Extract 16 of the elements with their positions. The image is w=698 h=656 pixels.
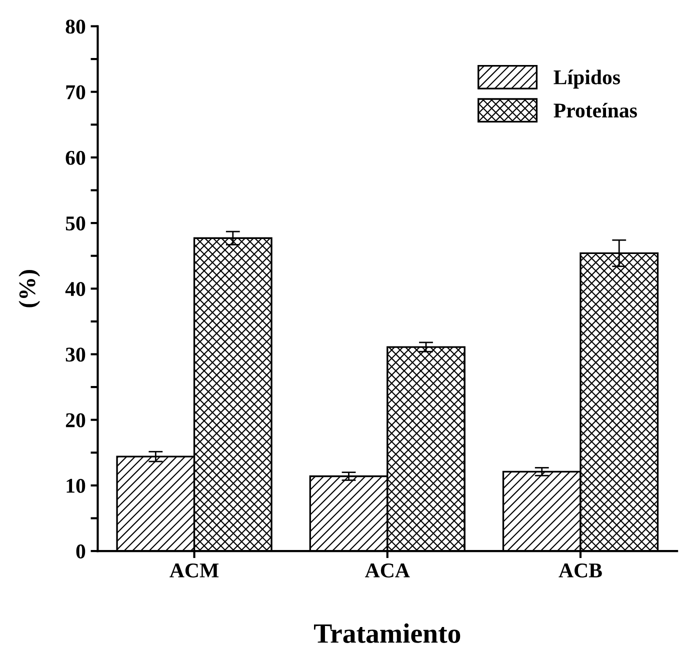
y-tick-label: 60 [66,150,86,165]
y-tick-label: 80 [66,20,86,34]
legend-label: Lípidos [554,70,620,89]
x-axis-title: Tratamiento [314,623,460,643]
y-tick-label: 40 [65,282,86,296]
y-tick-label: 30 [66,348,86,362]
x-tick-label: ACA [365,564,410,578]
y-tick-label: 50 [66,216,86,230]
legend-label: Proteínas [554,102,637,118]
y-tick-label: 70 [66,85,86,100]
x-tick-label: ACB [558,564,602,578]
y-tick-label: 10 [66,478,86,493]
y-tick-label: 20 [66,413,86,428]
x-tick-label: ACM [170,564,219,578]
y-tick-label: 0 [76,544,86,558]
y-axis-title: (%) [18,270,40,308]
